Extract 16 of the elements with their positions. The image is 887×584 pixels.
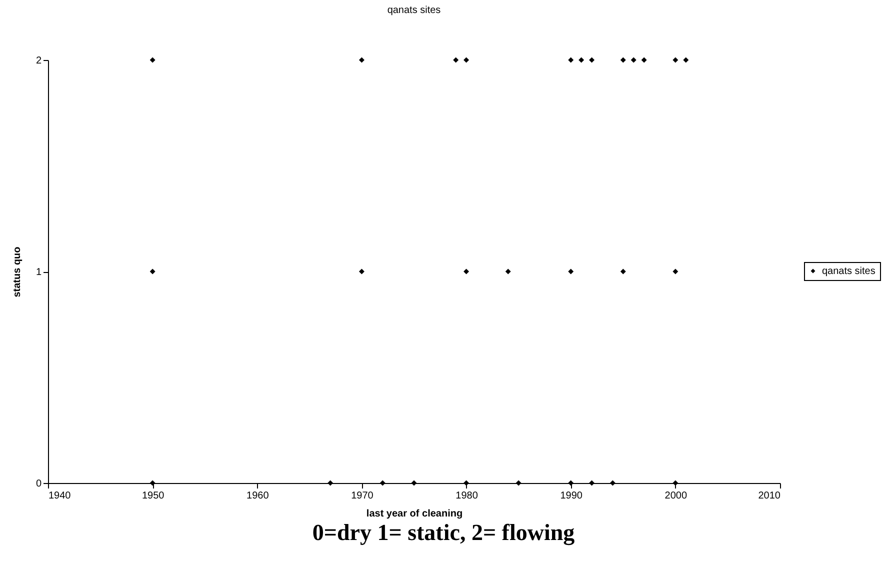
x-tick-label: 2010: [758, 490, 781, 502]
legend-label: qanats sites: [822, 266, 876, 277]
x-tick-label: 1990: [560, 490, 583, 502]
text: 0=dry 1= static, 2= flowing: [311, 520, 576, 546]
y-tick-label: 1: [36, 267, 42, 278]
y-tick-label: 2: [36, 56, 42, 66]
y-axis-title: status quo: [12, 246, 23, 298]
x-tick-label: 1970: [351, 490, 374, 502]
x-tick-label: 1950: [142, 490, 165, 502]
chart-title: qanats sites: [387, 5, 441, 16]
x-axis-title: last year of cleaning: [366, 508, 463, 520]
x-tick-label: 1960: [246, 490, 270, 502]
x-tick-label: 1940: [48, 490, 72, 502]
x-tick-label: 1980: [456, 490, 478, 502]
x-tick-label: 2000: [664, 490, 688, 502]
y-tick-label: 0: [36, 478, 42, 490]
